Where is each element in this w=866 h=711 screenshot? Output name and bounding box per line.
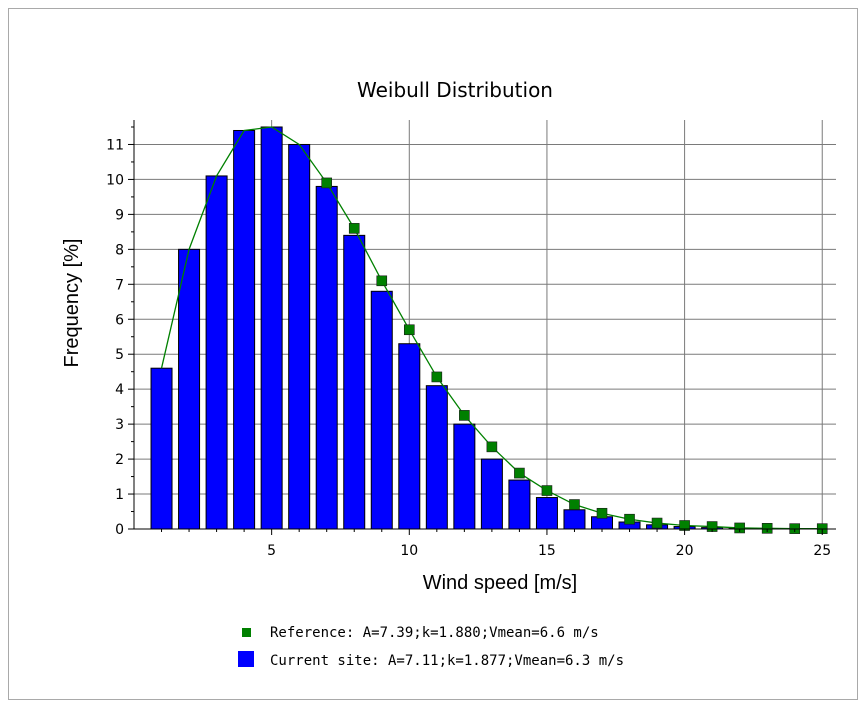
reference-point [403,324,415,336]
x-tick-labels: 5 10 15 20 25 [267,543,831,559]
y-tick-label: 9 [115,207,124,223]
reference-point [348,223,360,234]
legend: Reference: A=7.39;k=1.880;Vmean=6.6 m/s … [238,625,624,669]
x-tick-label: 15 [538,543,556,559]
y-tick-label: 0 [115,522,124,538]
x-tick-label: 5 [267,543,276,559]
axes [128,120,836,535]
bar [591,516,613,530]
y-tick-label: 8 [115,242,124,258]
reference-point [486,441,498,453]
bar [370,290,393,530]
bar [260,126,283,530]
reference-point [651,517,663,529]
y-tick-label: 2 [115,452,124,468]
legend-swatch-current [238,651,254,667]
y-tick-label: 6 [115,312,124,328]
bar [535,497,558,530]
x-tick-label: 10 [400,543,418,559]
reference-point [514,467,525,479]
reference-point [761,523,773,534]
reference-point [459,410,470,421]
bar [453,423,476,530]
bar [150,367,173,530]
bar [343,234,366,530]
bar [315,185,338,530]
y-tick-label: 3 [115,417,124,433]
chart-title: Weibull Distribution [357,78,553,102]
reference-point [596,507,608,519]
reference-point [541,485,553,496]
bar [288,143,311,530]
y-tick-label: 4 [115,382,124,398]
legend-label-reference: Reference: A=7.39;k=1.880;Vmean=6.6 m/s [270,625,599,641]
reference-point [431,371,443,383]
bar [178,248,201,530]
bar [425,385,448,530]
x-tick-label: 20 [676,543,694,559]
bar [205,175,228,530]
bar [480,458,503,530]
y-tick-label: 1 [115,487,124,503]
reference-point [376,275,388,287]
reference-point [734,522,745,534]
y-tick-label: 10 [106,172,124,188]
reference-point [624,513,635,525]
reference-point [321,177,333,189]
y-tick-label: 11 [106,137,124,153]
reference-point [569,499,580,510]
bar [398,343,421,530]
legend-label-current: Current site: A=7.11;k=1.877;Vmean=6.3 m… [270,653,624,669]
y-tick-label: 5 [115,347,124,363]
x-tick-label: 25 [813,543,831,559]
y-axis-label: Frequency [%] [61,239,83,368]
y-tick-labels: 0 1 2 3 4 5 6 7 8 9 10 11 [106,137,124,538]
bar [508,479,531,530]
bar [233,129,256,530]
legend-swatch-reference [242,628,251,637]
bar [563,509,586,530]
bar-series [150,126,806,530]
x-axis-label: Wind speed [m/s] [423,572,578,594]
y-tick-label: 7 [115,277,124,293]
